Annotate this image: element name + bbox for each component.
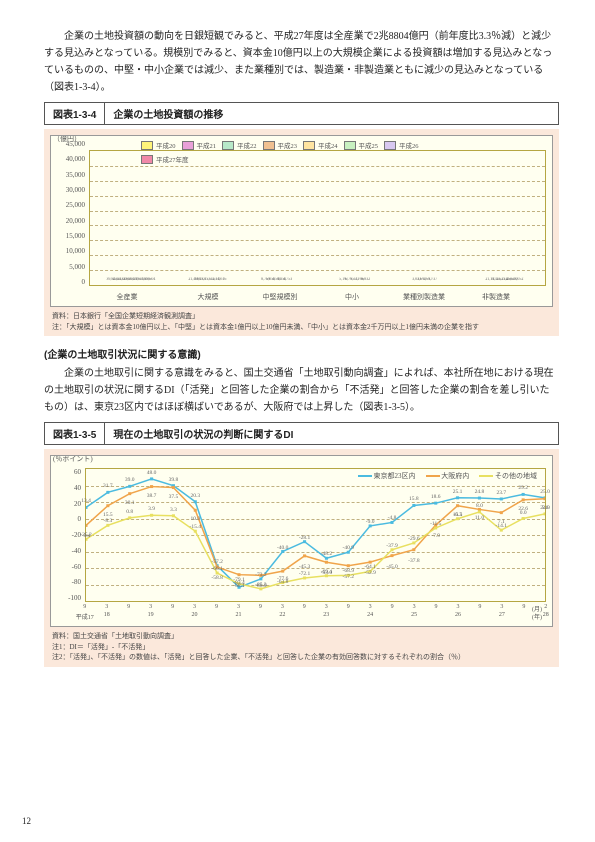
fig2-title-bar: 図表1-3-5 現在の土地取引の状況の判断に関するDI bbox=[44, 422, 559, 445]
fig2-notes: 資料：国土交通省「土地取引動向調査」 注1：DI＝「活発」-「不活発」 注2：「… bbox=[52, 631, 551, 663]
fig1-notes: 資料：日本銀行「全国企業短期経済観測調査」 注：「大規模」とは資本金10億円以上… bbox=[52, 311, 551, 332]
fig2-title: 現在の土地取引の状況の判断に関するDI bbox=[105, 423, 301, 444]
page-number: 12 bbox=[22, 816, 31, 826]
fig2-chart: (％ポイント) 6040200-20-40-60-80-100 東京都23区内 … bbox=[50, 455, 553, 627]
fig1-title-bar: 図表1-3-4 企業の土地投資額の推移 bbox=[44, 102, 559, 125]
fig1-container: （億円） 平成20平成21平成22平成23平成24平成25平成26平成27年度 … bbox=[44, 129, 559, 336]
fig2-xaxis: 9平成1731893199320932193229323932493259326… bbox=[85, 604, 546, 620]
fig2-note2: 注2：「活発」、「不活発」の数値は、「活発」と回答した企業、「不活発」と回答した… bbox=[52, 652, 551, 663]
fig1-title: 企業の土地投資額の推移 bbox=[105, 103, 231, 124]
fig2-source: 資料：国土交通省「土地取引動向調査」 bbox=[52, 631, 551, 642]
fig2-yaxis: 6040200-20-40-60-80-100 bbox=[51, 468, 81, 602]
fig1-yaxis: 45,00040,00035,00030,00025,00020,00015,0… bbox=[55, 140, 85, 286]
fig2-container: (％ポイント) 6040200-20-40-60-80-100 東京都23区内 … bbox=[44, 449, 559, 667]
fig2-plot: 東京都23区内 大阪府内 その他の地域 13.431.739.048.039.8… bbox=[85, 468, 546, 602]
fig1-number: 図表1-3-4 bbox=[45, 103, 105, 124]
fig2-note1: 注1：DI＝「活発」-「不活発」 bbox=[52, 642, 551, 653]
fig1-chart: （億円） 平成20平成21平成22平成23平成24平成25平成26平成27年度 … bbox=[50, 135, 553, 307]
fig1-source: 資料：日本銀行「全国企業短期経済観測調査」 bbox=[52, 311, 551, 322]
fig2-yaxis-label: (％ポイント) bbox=[53, 455, 93, 464]
section-subhead: (企業の土地取引状況に関する意識) bbox=[44, 346, 559, 361]
paragraph-2: 企業の土地取引に関する意識をみると、国土交通省「土地取引動向調査」によれば、本社… bbox=[44, 365, 559, 416]
fig1-note: 注：「大規模」とは資本金10億円以上、「中堅」とは資本金1億円以上10億円未満、… bbox=[52, 322, 551, 333]
fig2-number: 図表1-3-5 bbox=[45, 423, 105, 444]
intro-paragraph: 企業の土地投資額の動向を日銀短観でみると、平成27年度は全産業で2兆8804億円… bbox=[44, 28, 559, 96]
fig1-plot: 39,84325,64325,00825,60429,78924,67924,8… bbox=[89, 150, 546, 286]
